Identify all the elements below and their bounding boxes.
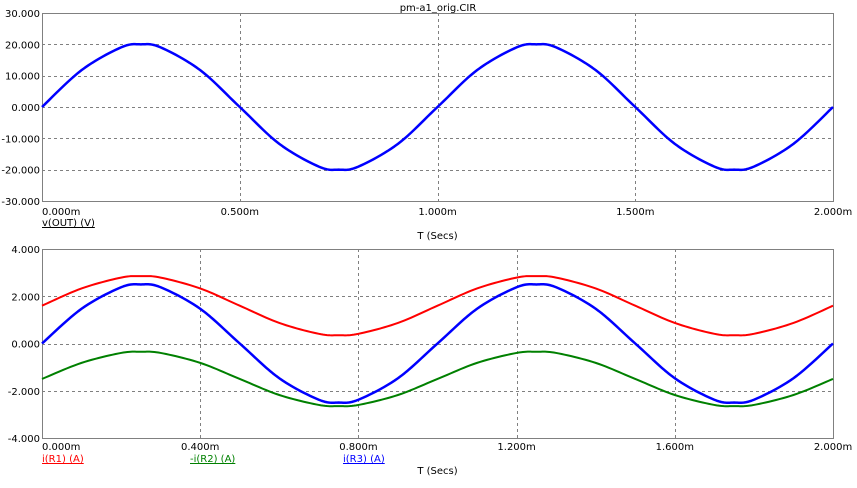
y-tick-label: 4.000	[11, 245, 40, 256]
y-tick-label: 10.000	[5, 72, 40, 83]
trace-label: v(OUT) (V)	[42, 218, 95, 229]
y-tick-label: 0.000	[11, 103, 40, 114]
plot-voltage: 30.000 20.000 10.000 0.000 -10.000 -20.000 -30…	[1, 9, 852, 242]
y-tick-label: -20.000	[1, 166, 40, 177]
x-tick-label: 0.800m	[339, 442, 377, 453]
y-tick-label: -2.000	[8, 387, 40, 398]
grid-lines	[42, 249, 833, 438]
series-line-0	[41, 275, 834, 337]
x-tick-label: 0.000m	[42, 207, 80, 218]
x-tick-label: 0.500m	[221, 207, 259, 218]
window-title: pm-a1_orig.CIR	[400, 3, 477, 14]
series-line-0	[41, 42, 834, 172]
y-tick-label: -30.000	[1, 197, 40, 208]
x-tick-label: 1.200m	[497, 442, 535, 453]
y-tick-label: -10.000	[1, 134, 40, 145]
x-tick-label: 1.000m	[418, 207, 456, 218]
series-line-1	[41, 350, 834, 408]
trace-label: i(R1) (A)	[42, 454, 84, 465]
x-tick-label: 1.600m	[656, 442, 694, 453]
x-axis-label: T (Secs)	[416, 466, 457, 477]
x-tick-label: 1.500m	[616, 207, 654, 218]
trace-label: i(R3) (A)	[343, 454, 385, 465]
y-tick-label: -4.000	[8, 434, 40, 445]
x-tick-label: 0.000m	[42, 442, 80, 453]
trace-label: -i(R2) (A)	[190, 454, 235, 465]
grid-lines	[42, 13, 833, 201]
y-tick-label: 20.000	[5, 40, 40, 51]
y-tick-label: 2.000	[11, 292, 40, 303]
y-tick-label: 30.000	[5, 9, 40, 20]
y-tick-label: 0.000	[11, 340, 40, 351]
x-tick-label: 0.400m	[181, 442, 219, 453]
series-line-2	[41, 283, 834, 404]
x-tick-label: 2.000m	[814, 442, 852, 453]
x-axis-label: T (Secs)	[416, 231, 457, 242]
x-tick-label: 2.000m	[814, 207, 852, 218]
